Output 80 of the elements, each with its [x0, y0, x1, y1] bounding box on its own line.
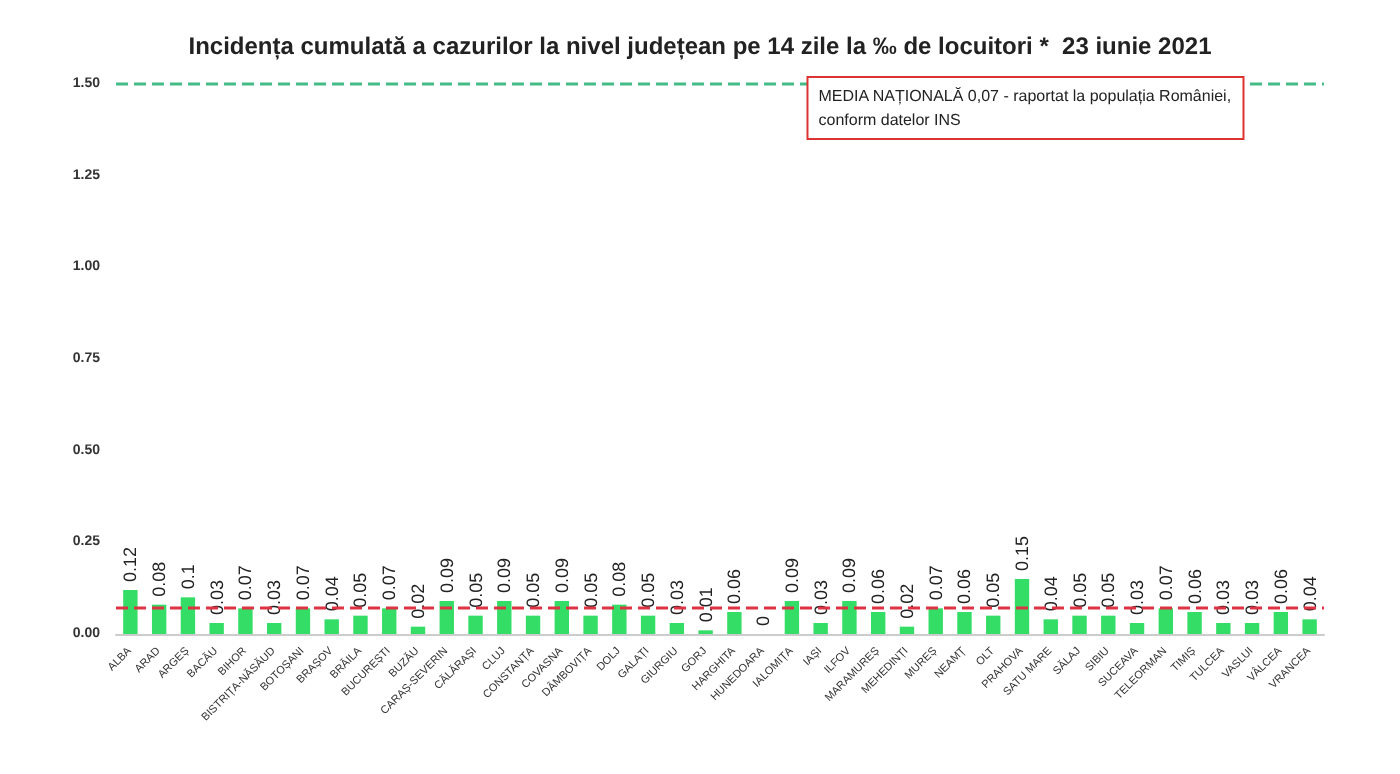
data-label: 0.01 — [695, 587, 716, 623]
bar — [986, 615, 1001, 634]
bar — [1101, 615, 1116, 634]
data-label: 0.05 — [465, 572, 486, 608]
bar — [871, 612, 886, 634]
bar — [1216, 623, 1231, 634]
data-label: 0.02 — [896, 583, 917, 619]
bar — [957, 612, 972, 634]
data-label: 0.05 — [350, 572, 371, 608]
data-label: 0.08 — [609, 561, 630, 597]
data-label: 0.03 — [1242, 579, 1263, 615]
data-label: 0.07 — [925, 565, 946, 601]
data-label: 0.06 — [1270, 568, 1291, 604]
bar — [1187, 612, 1202, 634]
data-label: 0.07 — [1155, 565, 1176, 601]
data-label: 0.05 — [638, 572, 659, 608]
data-label: 0.07 — [379, 565, 400, 601]
bar — [1244, 623, 1260, 634]
data-label: 0.05 — [983, 572, 1004, 608]
bar — [123, 590, 138, 634]
data-label: 0.03 — [1127, 579, 1148, 615]
data-label: 0.09 — [551, 557, 572, 593]
data-label: 0.04 — [321, 576, 342, 612]
bar — [238, 608, 253, 634]
bar — [842, 601, 857, 634]
data-label: 0.09 — [839, 557, 860, 593]
data-label: 0.1 — [177, 564, 198, 590]
data-label: 0.05 — [1069, 572, 1090, 608]
bar — [612, 604, 627, 634]
bar — [382, 608, 397, 634]
bar — [439, 601, 454, 634]
bar — [497, 601, 512, 634]
bar — [928, 608, 943, 634]
data-label: 0.07 — [235, 565, 256, 601]
bar — [784, 601, 800, 634]
bar — [583, 615, 598, 634]
bar — [554, 601, 569, 634]
bar — [410, 626, 426, 634]
data-label: 0.06 — [724, 568, 745, 604]
data-label: 0 — [753, 615, 774, 626]
bar — [1273, 612, 1289, 634]
data-label: 0.12 — [120, 546, 141, 582]
bar — [1129, 623, 1145, 634]
data-label: 0.03 — [810, 579, 831, 615]
bar — [324, 619, 339, 634]
bar — [640, 615, 656, 634]
data-label: 0.05 — [523, 572, 544, 608]
data-label: 0.15 — [1012, 535, 1032, 571]
bar — [468, 615, 483, 634]
bar — [1072, 615, 1087, 634]
data-label: 0.06 — [954, 568, 975, 604]
data-label: 0.06 — [868, 568, 889, 604]
data-label: 0.03 — [1213, 579, 1234, 615]
data-label: 0.05 — [1098, 572, 1119, 608]
bar — [1302, 619, 1317, 634]
data-label: 0.03 — [206, 579, 227, 615]
data-label: 0.09 — [494, 557, 515, 593]
bar — [353, 615, 368, 634]
data-label: 0.05 — [580, 572, 601, 608]
data-label: 0.06 — [1184, 568, 1205, 604]
bar — [727, 612, 742, 634]
bar — [295, 608, 311, 634]
bar — [1158, 608, 1173, 634]
chart-title: Incidența cumulată a cazurilor la nivel județean pe 14 zile la ‰ de locuitori * 23 iunie 2021 — [188, 32, 1213, 60]
bar — [1014, 579, 1030, 634]
bar — [209, 623, 224, 634]
data-label: 0.03 — [666, 579, 687, 615]
bar — [813, 623, 828, 634]
bar — [180, 597, 196, 634]
data-label: 0.02 — [408, 583, 428, 619]
bar — [669, 623, 685, 634]
data-label: 0.09 — [781, 557, 802, 593]
bar — [525, 615, 541, 634]
bar — [1043, 619, 1058, 634]
data-label: 0.09 — [436, 557, 457, 593]
bar — [267, 623, 282, 634]
data-label: 0.08 — [149, 561, 170, 597]
bar — [899, 626, 915, 634]
annotation: MEDIA NAȚIONALĂ 0,07 - raportat la populația României, conform datelor INS — [818, 87, 1232, 129]
data-label: 0.07 — [292, 565, 313, 601]
